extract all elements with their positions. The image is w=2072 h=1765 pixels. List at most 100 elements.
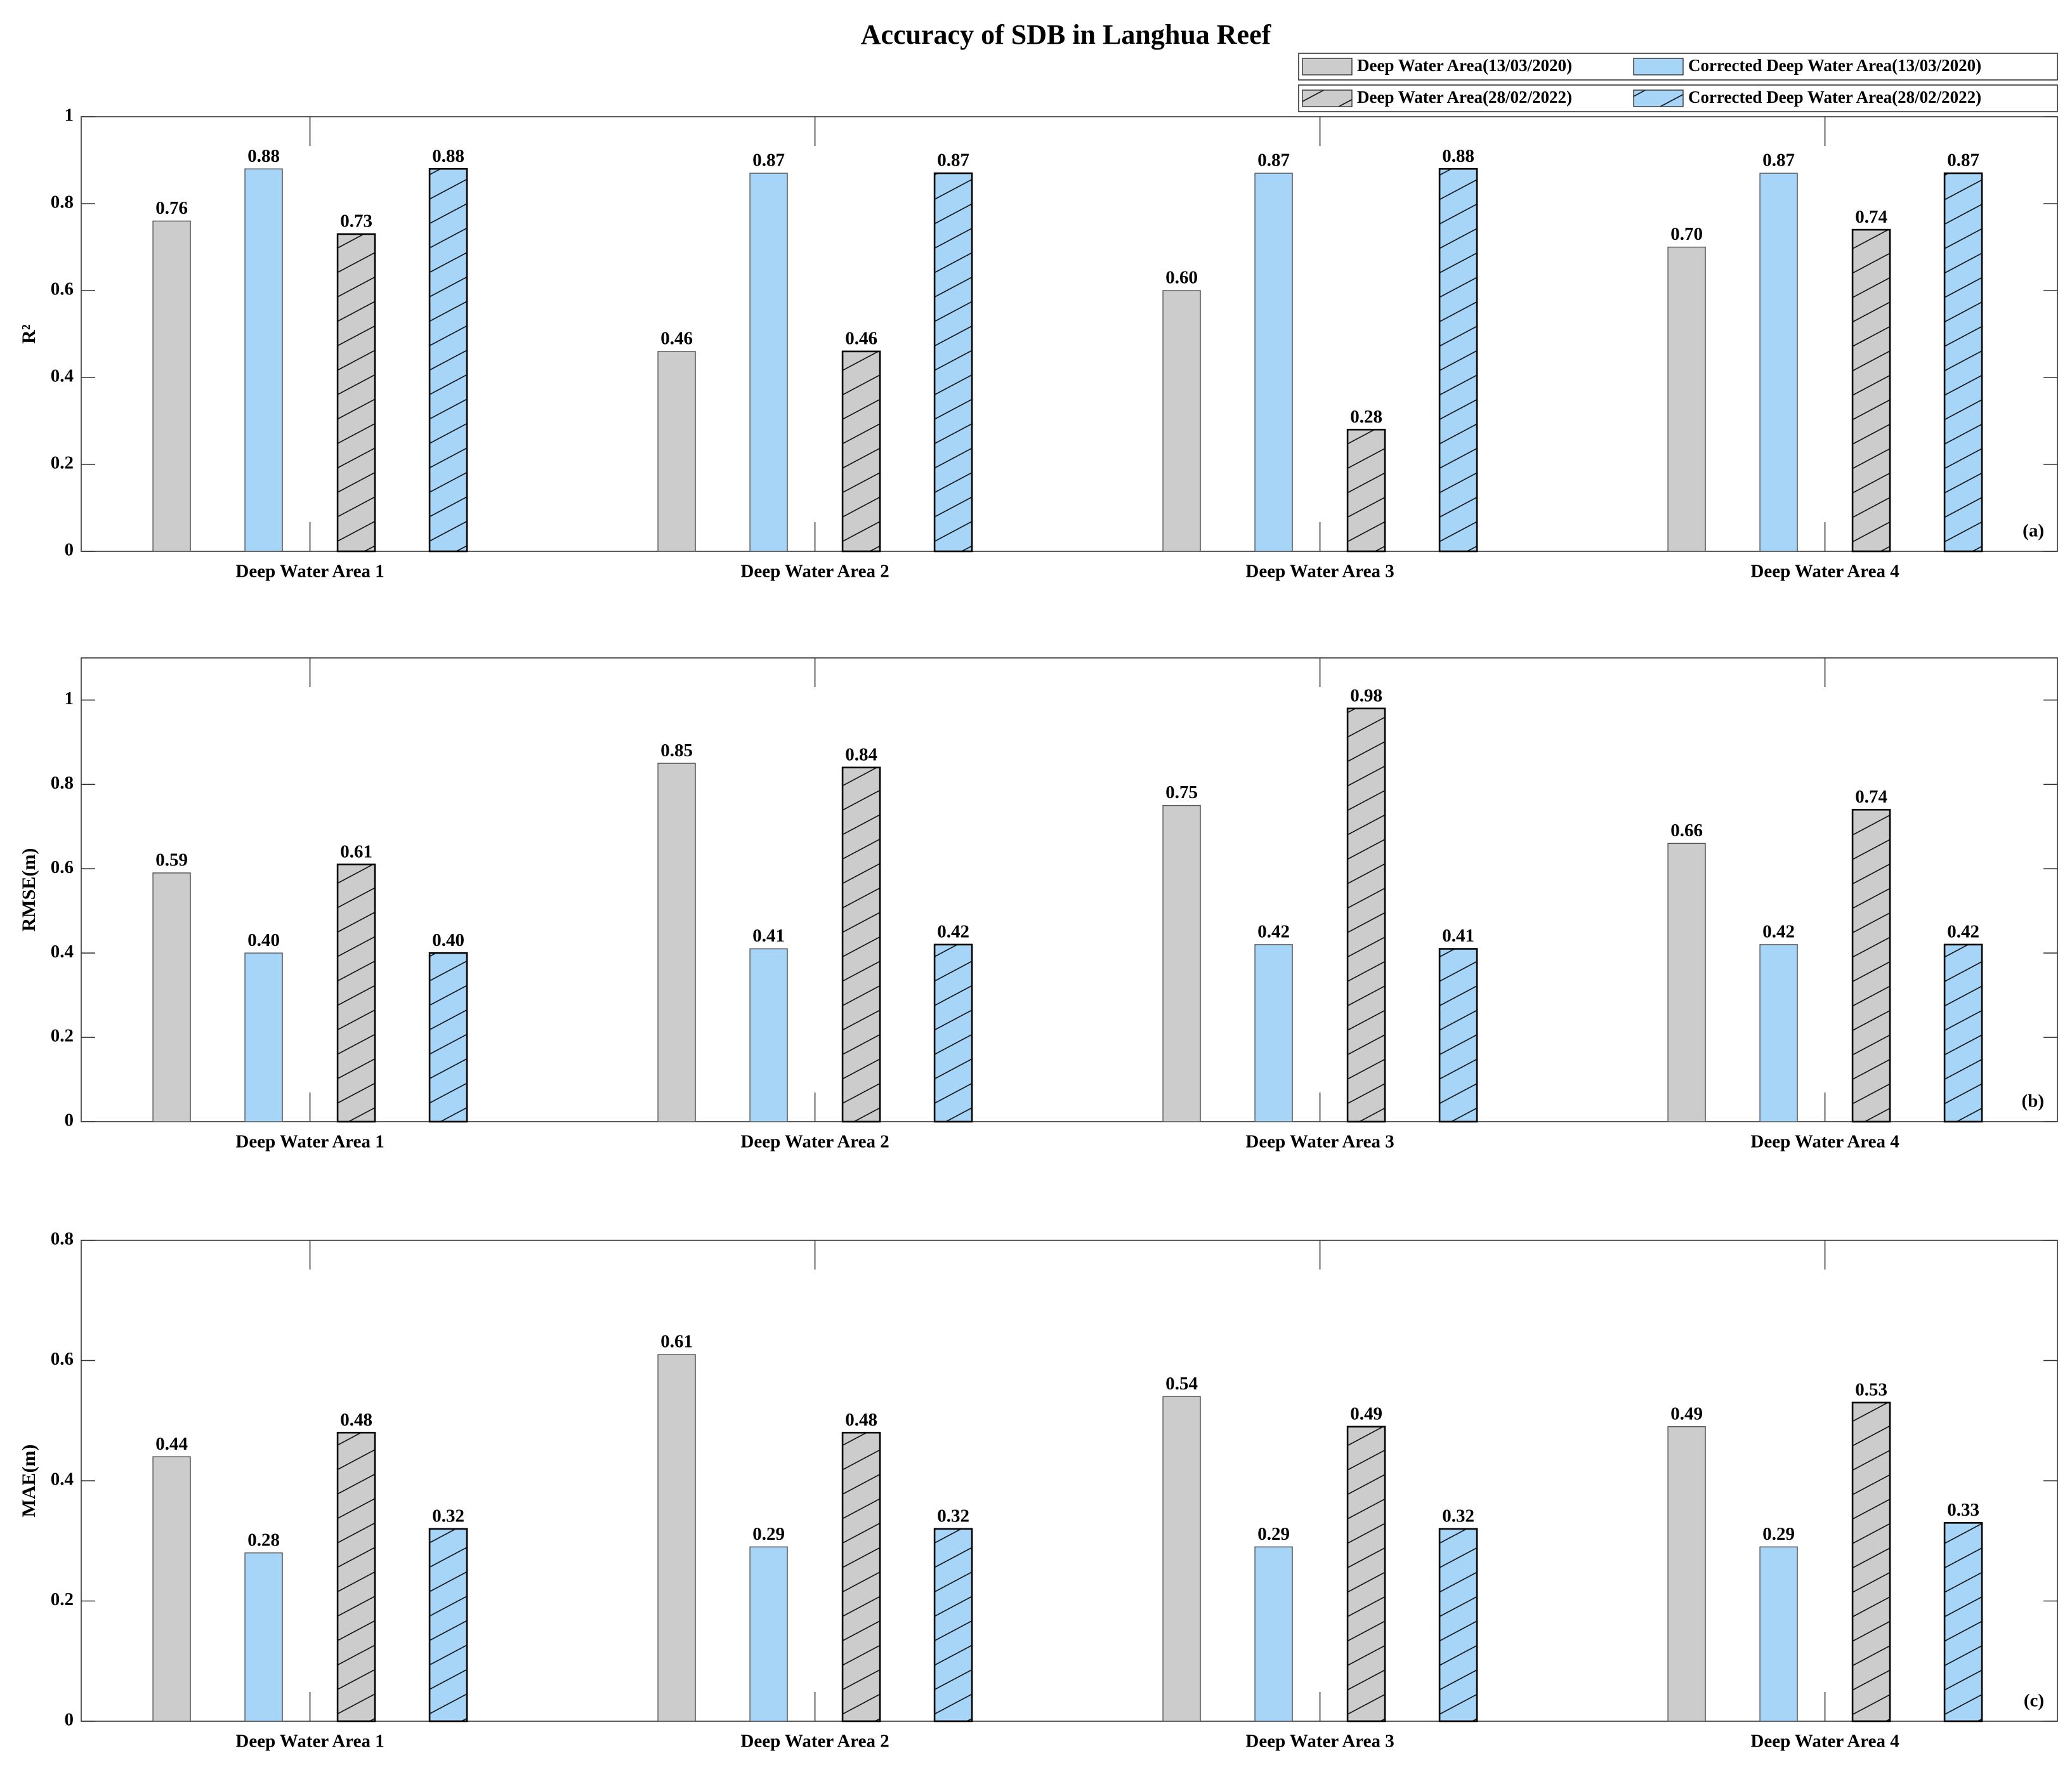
y-tick-label: 0.8	[51, 1229, 74, 1249]
bar	[1943, 1522, 1983, 1722]
value-label: 0.88	[432, 146, 464, 166]
value-label: 0.88	[1442, 146, 1474, 166]
bar	[933, 172, 973, 553]
value-label: 0.48	[845, 1410, 877, 1430]
y-tick-label: 0	[65, 1110, 74, 1131]
y-tick-label: 0.8	[51, 192, 74, 213]
bar	[657, 351, 696, 552]
value-label: 0.42	[1762, 922, 1795, 942]
value-label: 0.74	[1855, 787, 1887, 807]
value-label: 0.88	[247, 146, 280, 166]
x-tick-label: Deep Water Area 4	[1750, 1132, 1899, 1152]
value-label: 0.41	[1442, 926, 1474, 946]
x-tick-label: Deep Water Area 1	[235, 1132, 384, 1152]
bar	[749, 1546, 788, 1722]
y-tick-label: 0.4	[51, 1469, 74, 1490]
bar	[749, 173, 788, 552]
bar	[1851, 228, 1891, 553]
bar	[1254, 173, 1293, 552]
x-tick-label: Deep Water Area 4	[1750, 561, 1899, 582]
y-tick-label: 1	[65, 105, 74, 126]
x-tick-label: Deep Water Area 3	[1245, 1731, 1394, 1752]
bar	[933, 1528, 973, 1722]
bar	[1438, 167, 1478, 553]
value-label: 0.54	[1165, 1374, 1198, 1394]
legend-swatch	[1302, 58, 1353, 75]
panel-label: (c)	[2024, 1691, 2044, 1711]
x-tick-label: Deep Water Area 2	[740, 1132, 889, 1152]
bar	[841, 1431, 881, 1722]
legend-swatch	[1302, 89, 1353, 107]
bar	[1346, 1426, 1386, 1722]
legend-swatch	[1633, 89, 1684, 107]
bar	[428, 167, 468, 553]
chart-title: Accuracy of SDB in Langhua Reef	[861, 19, 1272, 50]
bar	[244, 168, 283, 552]
bar	[1346, 428, 1386, 553]
bar	[749, 948, 788, 1122]
bar	[1943, 943, 1983, 1123]
y-tick-label: 0.4	[51, 366, 74, 386]
x-tick-label: Deep Water Area 3	[1245, 1132, 1394, 1152]
panel-label: (a)	[2023, 521, 2044, 541]
value-label: 0.87	[1947, 150, 1979, 171]
bar	[244, 952, 283, 1122]
bar	[1943, 172, 1983, 553]
value-label: 0.32	[937, 1506, 969, 1526]
y-tick-label: 1	[65, 688, 74, 709]
value-label: 0.48	[340, 1410, 372, 1430]
x-tick-label: Deep Water Area 2	[740, 561, 889, 582]
bar	[1254, 944, 1293, 1122]
value-label: 0.28	[247, 1530, 280, 1550]
bar	[152, 872, 191, 1122]
legend-label: Corrected Deep Water Area(13/03/2020)	[1688, 56, 1981, 75]
y-axis-label: MAE(m)	[18, 1445, 39, 1518]
value-label: 0.42	[1257, 922, 1290, 942]
bar	[336, 863, 376, 1123]
value-label: 0.98	[1350, 685, 1382, 705]
bar	[428, 952, 468, 1123]
value-label: 0.42	[937, 922, 969, 942]
value-label: 0.28	[1350, 407, 1382, 427]
bar	[244, 1552, 283, 1722]
value-label: 0.59	[155, 850, 188, 870]
value-label: 0.61	[660, 1332, 693, 1352]
bar	[1162, 804, 1201, 1122]
bar	[428, 1528, 468, 1722]
value-label: 0.84	[845, 744, 877, 764]
value-label: 0.33	[1947, 1500, 1979, 1520]
y-tick-label: 0.2	[51, 1589, 74, 1610]
value-label: 0.70	[1670, 224, 1703, 244]
value-label: 0.32	[1442, 1506, 1474, 1526]
bar	[1667, 1426, 1706, 1722]
value-label: 0.29	[1257, 1524, 1290, 1544]
value-label: 0.66	[1670, 820, 1703, 841]
value-label: 0.87	[752, 150, 785, 171]
y-tick-label: 0	[65, 1710, 74, 1730]
value-label: 0.40	[432, 930, 464, 950]
value-label: 0.46	[660, 329, 693, 349]
bar	[657, 763, 696, 1122]
value-label: 0.76	[155, 198, 188, 218]
bar	[1851, 808, 1891, 1123]
y-tick-label: 0.4	[51, 942, 74, 962]
bar	[841, 350, 881, 553]
bar	[841, 766, 881, 1123]
legend-label: Corrected Deep Water Area(28/02/2022)	[1688, 88, 1981, 107]
plot-area	[81, 116, 2058, 552]
value-label: 0.32	[432, 1506, 464, 1526]
bar	[152, 220, 191, 552]
value-label: 0.75	[1165, 782, 1198, 803]
value-label: 0.49	[1350, 1403, 1382, 1424]
x-tick-label: Deep Water Area 1	[235, 561, 384, 582]
value-label: 0.40	[247, 930, 280, 950]
value-label: 0.42	[1947, 922, 1979, 942]
bar	[1438, 1528, 1478, 1722]
value-label: 0.29	[1762, 1524, 1795, 1544]
y-tick-label: 0.8	[51, 773, 74, 793]
bar	[152, 1456, 191, 1722]
y-axis-label: R²	[18, 324, 39, 344]
value-label: 0.46	[845, 329, 877, 349]
x-tick-label: Deep Water Area 3	[1245, 561, 1394, 582]
